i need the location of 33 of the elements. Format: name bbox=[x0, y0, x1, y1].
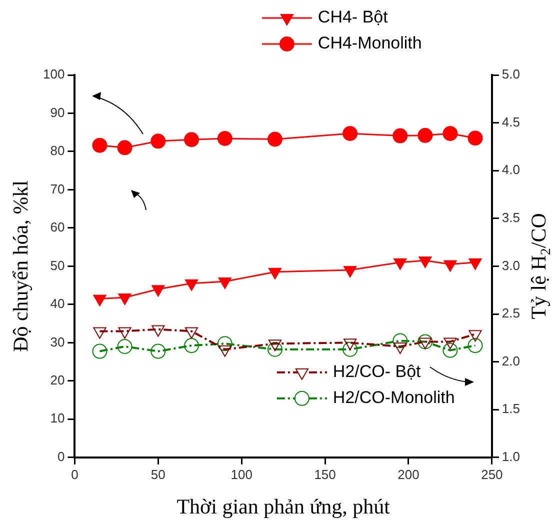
y2-tick-label: 1.0 bbox=[502, 448, 520, 464]
y2-tick-label: 2.5 bbox=[502, 306, 520, 321]
legend-label: H2/CO- Bột bbox=[332, 362, 422, 382]
y-tick-label: 40 bbox=[50, 296, 65, 312]
x-tick-label: 50 bbox=[150, 466, 166, 482]
legend-label: CH4- Bột bbox=[318, 8, 388, 27]
y-tick-label: 50 bbox=[50, 258, 65, 273]
x-tick-label: 200 bbox=[398, 466, 420, 482]
legend-label: CH4-Monolith bbox=[318, 34, 422, 53]
y2-tick-label: 2.0 bbox=[502, 353, 520, 368]
y-tick-label: 10 bbox=[50, 410, 65, 426]
y-tick-label: 100 bbox=[42, 66, 65, 82]
y-tick-label: 20 bbox=[50, 372, 65, 388]
x-tick-label: 150 bbox=[314, 466, 336, 482]
x-tick-label: 0 bbox=[71, 466, 78, 482]
y-tick-label: 0 bbox=[57, 448, 65, 464]
y-tick-label: 60 bbox=[50, 220, 65, 235]
x-tick-label: 100 bbox=[230, 466, 252, 482]
y-tick-label: 70 bbox=[50, 181, 65, 196]
y-tick-label: 80 bbox=[50, 143, 65, 158]
y2-tick-label: 4.5 bbox=[502, 114, 520, 130]
y2-axis-title: Tỷ lệ H2/CO bbox=[526, 213, 553, 320]
y2-tick-label: 5.0 bbox=[502, 66, 520, 82]
y-tick-label: 30 bbox=[50, 334, 65, 350]
x-axis-title: Thời gian phản ứng, phút bbox=[176, 494, 390, 519]
y2-tick-label: 3.5 bbox=[502, 210, 520, 225]
legend-label: H2/CO-Monolith bbox=[332, 388, 455, 408]
y2-tick-label: 1.5 bbox=[502, 401, 520, 416]
y-tick-label: 90 bbox=[50, 104, 65, 120]
y2-tick-label: 3.0 bbox=[502, 258, 520, 273]
x-tick-label: 250 bbox=[481, 466, 503, 482]
y-axis-title: Độ chuyển hóa, %kl bbox=[8, 180, 33, 352]
y2-tick-label: 4.0 bbox=[502, 162, 520, 178]
